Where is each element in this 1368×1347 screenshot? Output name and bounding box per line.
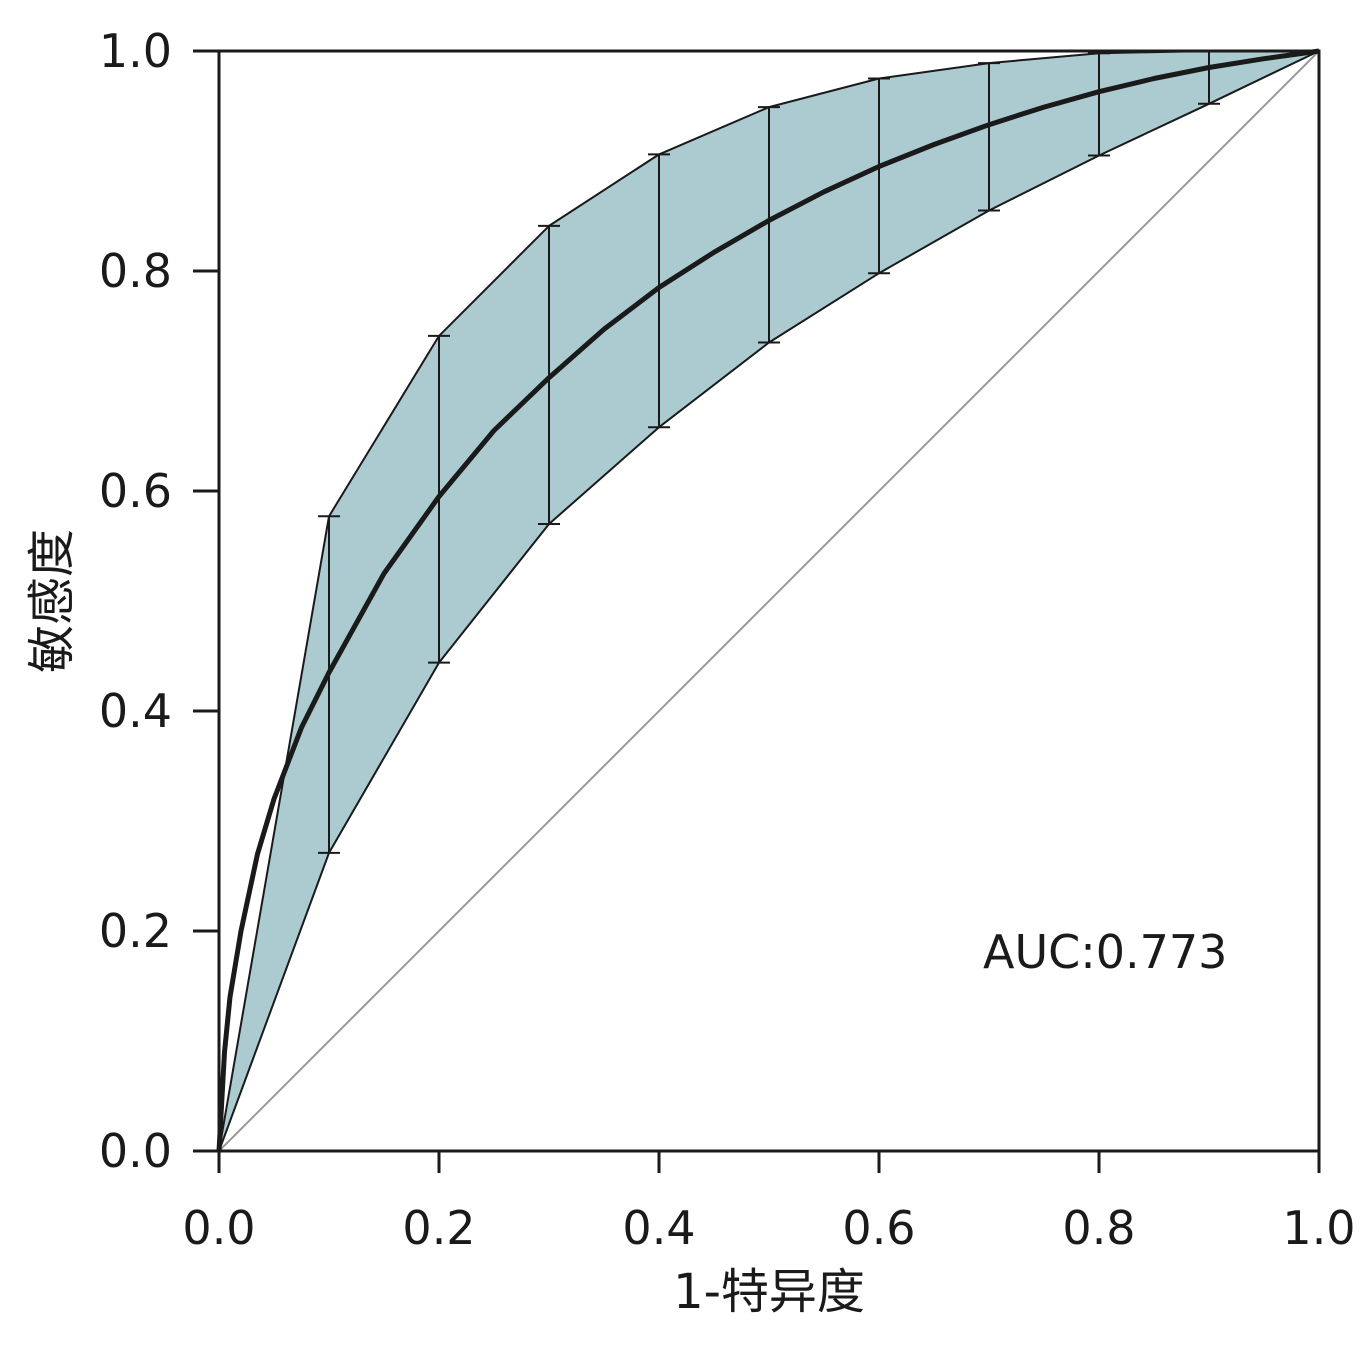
error-bar bbox=[648, 153, 670, 429]
x-tick-label: 0.8 bbox=[1062, 1201, 1135, 1255]
y-axis-label: 敏感度 bbox=[24, 529, 80, 673]
x-axis-ticks: 0.0 0.2 0.4 0.6 0.8 1.0 bbox=[182, 1151, 1356, 1255]
roc-curve bbox=[216, 48, 1320, 1152]
error-bar bbox=[318, 515, 340, 854]
y-tick-label: 0.8 bbox=[99, 244, 172, 298]
y-tick-label: 0.4 bbox=[99, 684, 172, 738]
error-bar bbox=[1088, 52, 1110, 157]
error-bar bbox=[978, 62, 1000, 212]
x-tick-label: 1.0 bbox=[1282, 1201, 1355, 1255]
x-axis-label: 1-特异度 bbox=[673, 1264, 865, 1320]
x-tick-label: 0.6 bbox=[842, 1201, 915, 1255]
y-axis-ticks: 0.0 0.2 0.4 0.6 0.8 1.0 bbox=[99, 24, 219, 1178]
y-tick-label: 0.2 bbox=[99, 904, 172, 958]
y-tick-label: 0.0 bbox=[99, 1124, 172, 1178]
plot-frame bbox=[217, 49, 1321, 1153]
error-bars-layer bbox=[318, 50, 1220, 854]
x-tick-label: 0.2 bbox=[402, 1201, 475, 1255]
x-tick-label: 0.0 bbox=[182, 1201, 255, 1255]
roc-curve-layer bbox=[216, 48, 1320, 1152]
reference-diagonal bbox=[218, 50, 1320, 1152]
y-tick-label: 0.6 bbox=[99, 464, 172, 518]
y-tick-label: 1.0 bbox=[99, 24, 172, 78]
error-bar bbox=[758, 106, 780, 344]
auc-annotation: AUC:0.773 bbox=[983, 925, 1227, 979]
reference-line-layer bbox=[218, 50, 1320, 1152]
error-bar bbox=[868, 77, 890, 275]
x-tick-label: 0.4 bbox=[622, 1201, 695, 1255]
